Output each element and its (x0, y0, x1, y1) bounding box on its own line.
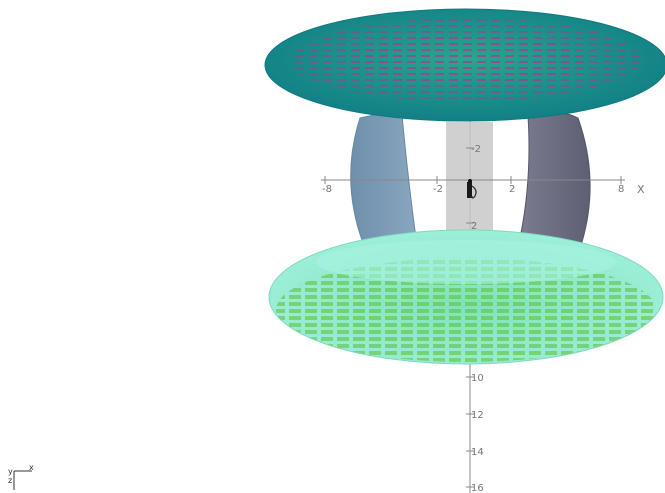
triad-x-label: x (29, 463, 34, 472)
triad-z-label: z (8, 476, 12, 485)
x-tick-label: -8 (322, 184, 332, 195)
triad-y-label: y (8, 467, 13, 476)
bottom-disk[interactable] (268, 229, 664, 365)
y-axis-upper-ticks: -2 2 (466, 144, 481, 232)
axis-triad: x y z (8, 463, 34, 490)
x-axis: -8 -2 2 8 X (321, 176, 645, 196)
y-axis-lower-ticks: 10 12 14 16 (466, 373, 484, 493)
y-tick-label: 2 (471, 221, 477, 232)
y-tick-label: 12 (471, 410, 484, 421)
x-tick-label: 2 (509, 184, 515, 195)
y-tick-label: 14 (471, 447, 484, 458)
x-tick-label: -2 (433, 184, 443, 195)
y-tick-label: 10 (471, 373, 484, 384)
origin-marker[interactable] (467, 179, 477, 199)
y-tick-label: 16 (471, 483, 484, 493)
left-arc-body[interactable] (350, 112, 417, 245)
y-tick-label: -2 (471, 144, 481, 155)
x-axis-name: X (637, 183, 645, 196)
center-plate[interactable] (446, 122, 493, 230)
top-disk[interactable] (264, 8, 665, 122)
x-tick-label: 8 (618, 184, 624, 195)
right-arc-body[interactable] (519, 112, 591, 244)
